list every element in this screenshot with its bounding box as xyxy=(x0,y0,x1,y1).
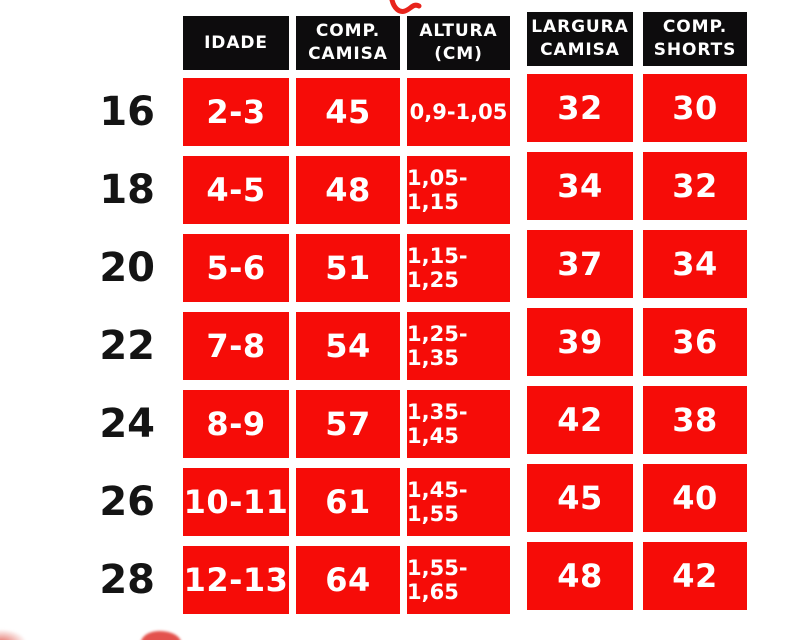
cell-idade: 4-5 xyxy=(183,156,289,224)
cell-largura-camisa: 32 xyxy=(527,74,633,142)
cell-comp-camisa: 51 xyxy=(296,234,400,302)
column-header-altura-cm: ALTURA (CM) xyxy=(407,16,510,70)
column-header-largura-camisa: LARGURA CAMISA xyxy=(527,12,633,66)
cell-altura-cm: 1,35-1,45 xyxy=(407,390,510,458)
cell-largura-camisa: 48 xyxy=(527,542,633,610)
cell-comp-camisa: 57 xyxy=(296,390,400,458)
header-line: IDADE xyxy=(204,32,268,53)
header-row: IDADE COMP. CAMISA ALTURA (CM) LARGURA C… xyxy=(0,12,747,70)
size-label: 16 xyxy=(99,89,155,135)
header-line: CAMISA xyxy=(308,44,388,64)
header-spacer xyxy=(0,16,183,70)
header-line: COMP. xyxy=(315,21,381,42)
header-line: COMP. xyxy=(662,17,728,38)
cell-comp-shorts: 32 xyxy=(643,152,747,220)
table-row: 20 5-6 51 1,15-1,25 37 34 xyxy=(0,230,747,302)
header-line: (CM) xyxy=(434,44,483,64)
cell-idade: 5-6 xyxy=(183,234,289,302)
cell-idade: 12-13 xyxy=(183,546,289,614)
column-header-idade: IDADE xyxy=(183,16,289,70)
cell-comp-camisa: 48 xyxy=(296,156,400,224)
size-label: 24 xyxy=(99,401,155,447)
table-row: 26 10-11 61 1,45-1,55 45 40 xyxy=(0,464,747,536)
cell-idade: 10-11 xyxy=(183,468,289,536)
cell-largura-camisa: 34 xyxy=(527,152,633,220)
column-header-comp-shorts: COMP. SHORTS xyxy=(643,12,747,66)
cell-comp-camisa: 64 xyxy=(296,546,400,614)
cell-comp-shorts: 34 xyxy=(643,230,747,298)
header-line: ALTURA xyxy=(419,21,498,42)
table-row: 16 2-3 45 0,9-1,05 32 30 xyxy=(0,74,747,146)
size-label: 28 xyxy=(99,557,155,603)
size-label: 22 xyxy=(99,323,155,369)
size-label: 20 xyxy=(99,245,155,291)
handwriting-stroke-top-icon xyxy=(389,0,422,14)
table-row: 22 7-8 54 1,25-1,35 39 36 xyxy=(0,308,747,380)
cell-comp-shorts: 40 xyxy=(643,464,747,532)
cell-idade: 2-3 xyxy=(183,78,289,146)
cell-comp-camisa: 61 xyxy=(296,468,400,536)
header-line: CAMISA xyxy=(540,40,620,60)
header-line: SHORTS xyxy=(653,40,737,60)
cell-comp-camisa: 45 xyxy=(296,78,400,146)
cell-largura-camisa: 42 xyxy=(527,386,633,454)
size-label: 18 xyxy=(99,167,155,213)
cell-altura-cm: 1,25-1,35 xyxy=(407,312,510,380)
table-row: 28 12-13 64 1,55-1,65 48 42 xyxy=(0,542,747,614)
cell-comp-shorts: 30 xyxy=(643,74,747,142)
size-table: IDADE COMP. CAMISA ALTURA (CM) LARGURA C… xyxy=(0,12,747,624)
cell-altura-cm: 1,45-1,55 xyxy=(407,468,510,536)
header-line: LARGURA xyxy=(531,17,629,38)
cell-largura-camisa: 45 xyxy=(527,464,633,532)
table-row: 18 4-5 48 1,05-1,15 34 32 xyxy=(0,152,747,224)
cell-altura-cm: 1,15-1,25 xyxy=(407,234,510,302)
cell-altura-cm: 0,9-1,05 xyxy=(407,78,510,146)
cell-largura-camisa: 37 xyxy=(527,230,633,298)
cell-altura-cm: 1,05-1,15 xyxy=(407,156,510,224)
column-header-comp-camisa: COMP. CAMISA xyxy=(296,16,400,70)
cell-comp-camisa: 54 xyxy=(296,312,400,380)
cell-comp-shorts: 38 xyxy=(643,386,747,454)
cell-idade: 7-8 xyxy=(183,312,289,380)
cell-comp-shorts: 36 xyxy=(643,308,747,376)
cell-largura-camisa: 39 xyxy=(527,308,633,376)
cell-idade: 8-9 xyxy=(183,390,289,458)
size-label: 26 xyxy=(99,479,155,525)
handwriting-smudge-bottom-left-icon xyxy=(0,629,27,640)
table-row: 24 8-9 57 1,35-1,45 42 38 xyxy=(0,386,747,458)
cell-comp-shorts: 42 xyxy=(643,542,747,610)
handwriting-fragment-bottom-icon xyxy=(141,631,181,640)
cell-altura-cm: 1,55-1,65 xyxy=(407,546,510,614)
